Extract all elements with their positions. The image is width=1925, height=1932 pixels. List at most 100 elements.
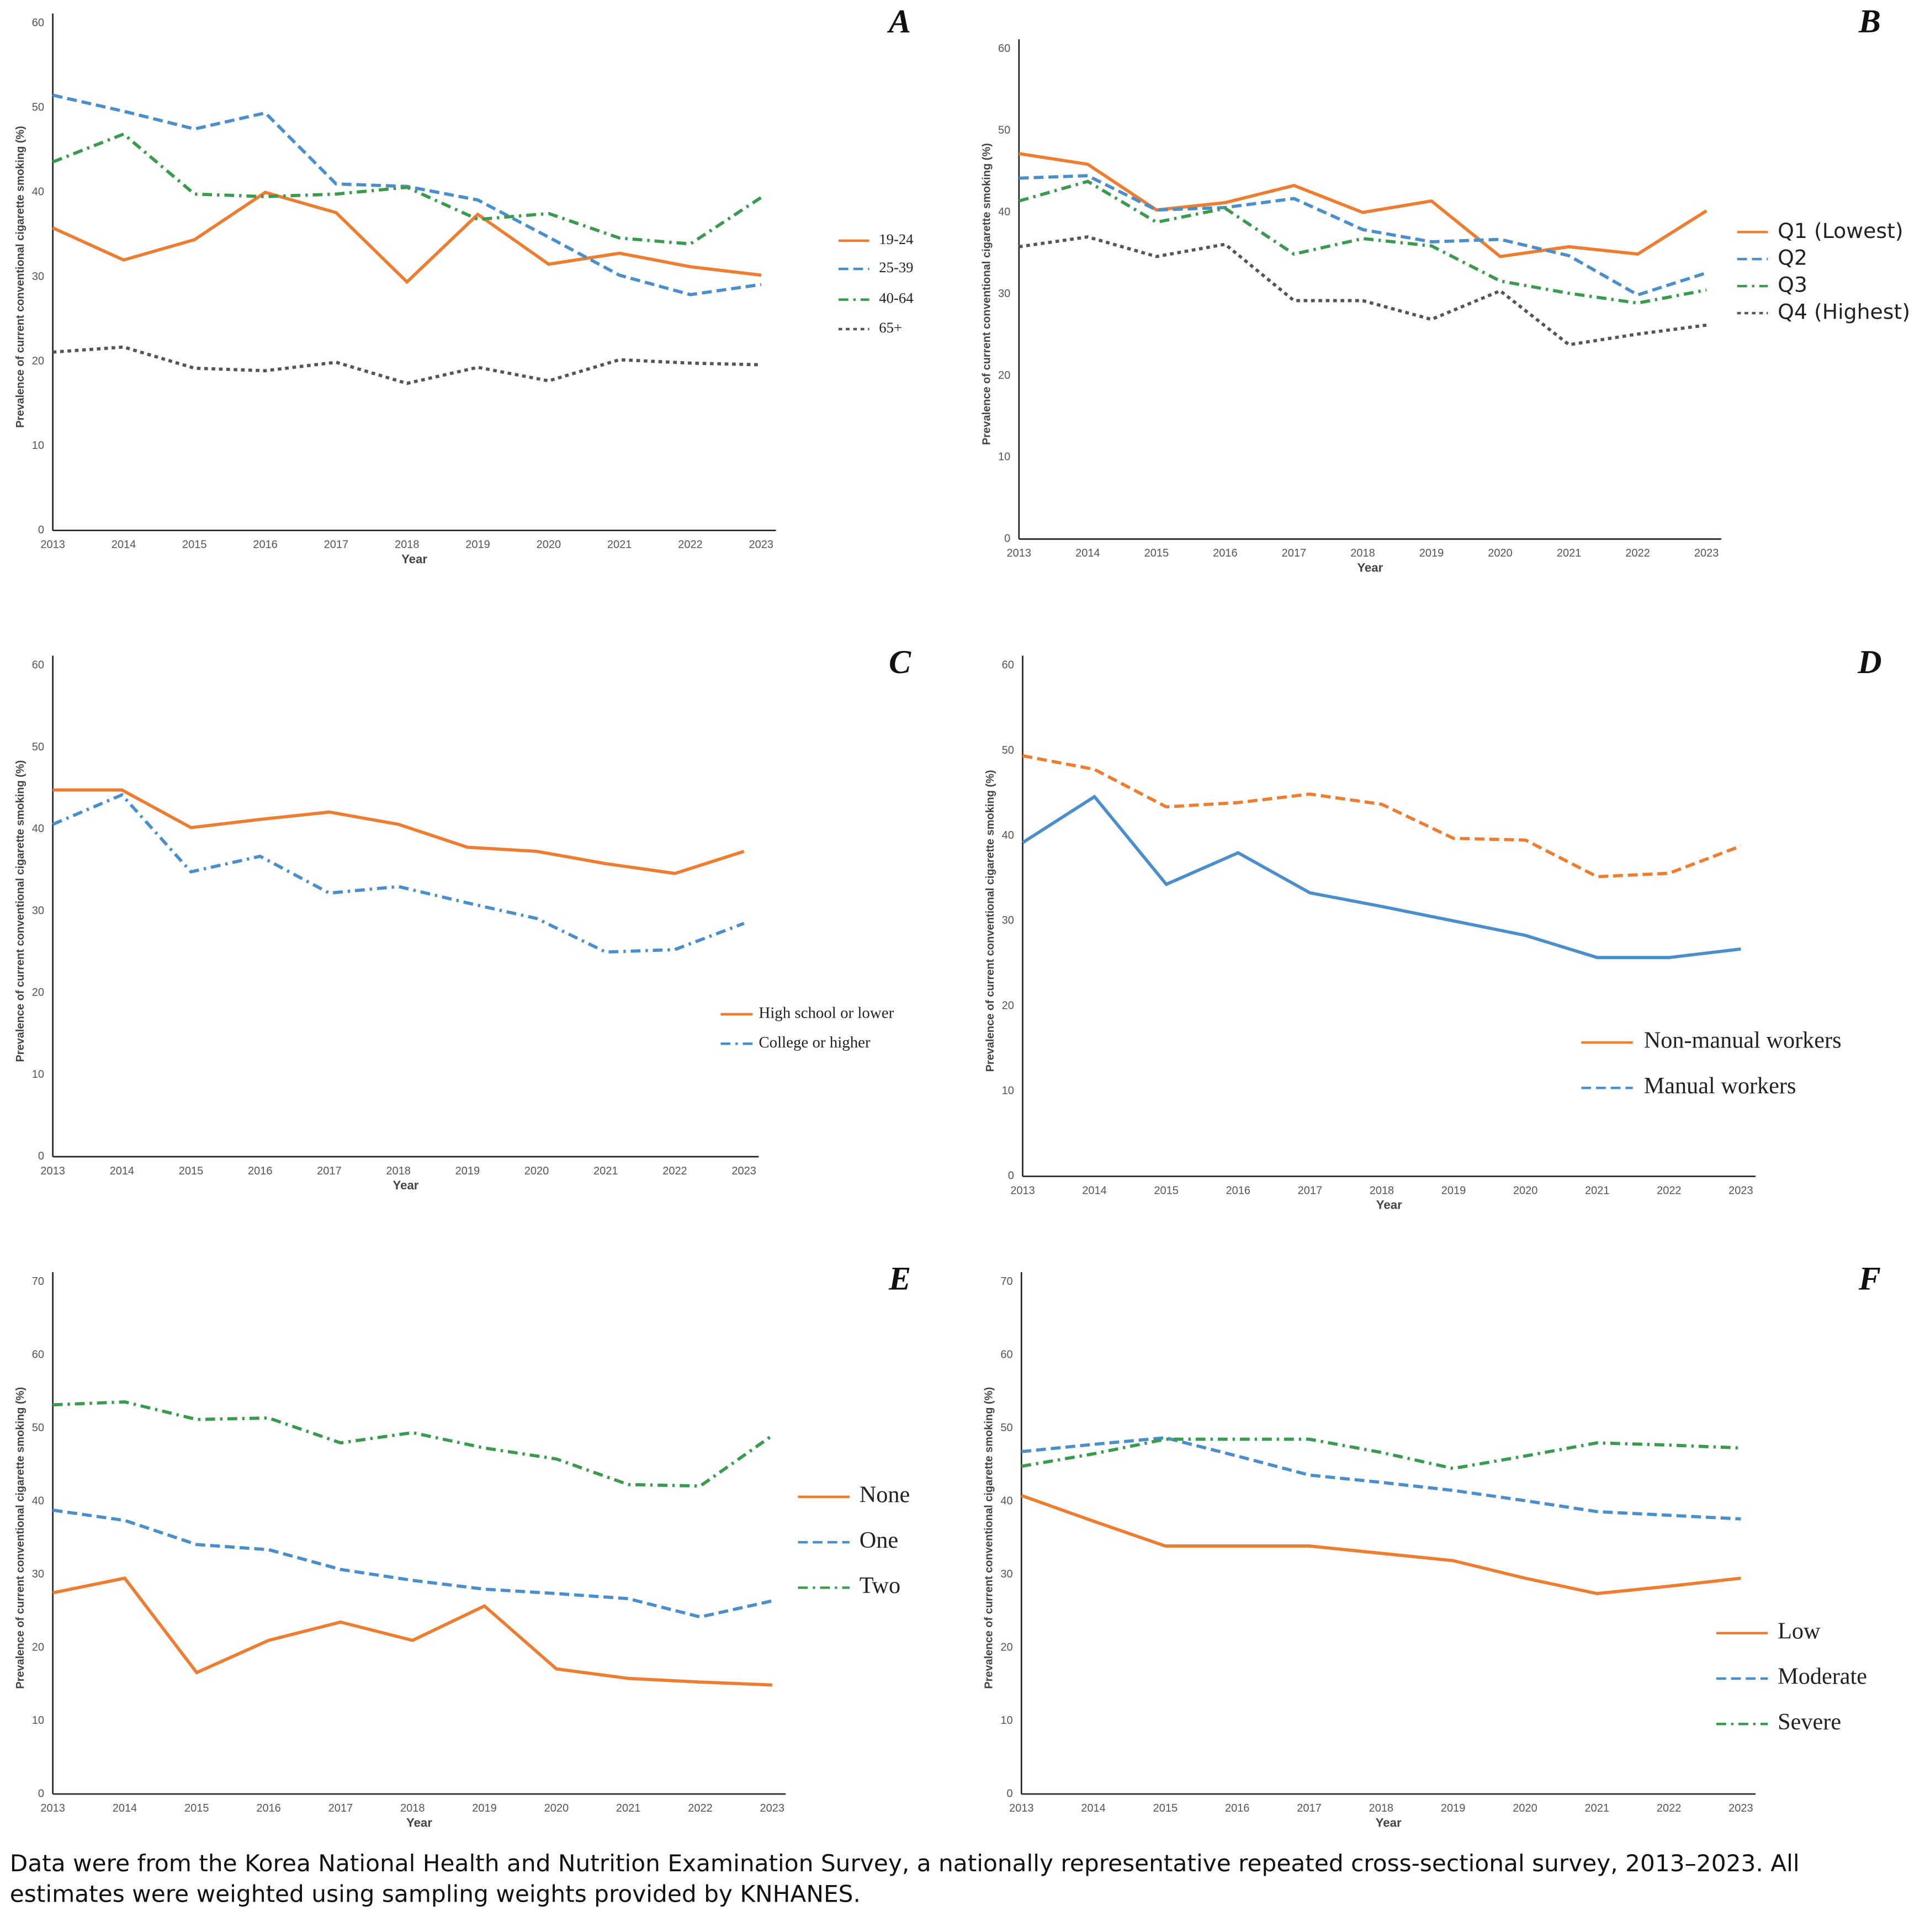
x-tick-label: 2022: [662, 1165, 687, 1177]
y-tick-label: 60: [1002, 659, 1014, 671]
series-line: [1021, 794, 1741, 960]
x-tick-label: 2015: [1153, 1802, 1178, 1814]
series-line: [52, 1400, 773, 1488]
panel-label: B: [1858, 2, 1881, 39]
x-tick-label: 2019: [1441, 1184, 1466, 1197]
y-tick-label: 40: [998, 206, 1010, 218]
x-tick-label: 2016: [1226, 1184, 1251, 1197]
x-tick-label: 2020: [524, 1165, 549, 1177]
y-tick-label: 40: [32, 1495, 44, 1507]
y-tick-label: 50: [1000, 1422, 1012, 1434]
x-tick-label: 2016: [256, 1802, 281, 1814]
x-tick-label: 2020: [1488, 547, 1513, 559]
y-tick-label: 20: [32, 987, 44, 999]
x-tick-label: 2013: [1007, 547, 1032, 559]
y-tick-label: 40: [32, 186, 44, 198]
y-axis-title: Prevalence of current conventional cigar…: [984, 770, 996, 1072]
legend-label: Manual workers: [1644, 1073, 1796, 1099]
x-tick-label: 2023: [1694, 547, 1719, 559]
x-tick-label: 2022: [688, 1802, 713, 1814]
x-tick-label: 2015: [179, 1165, 204, 1177]
x-tick-label: 2017: [1282, 547, 1307, 559]
x-tick-label: 2017: [317, 1165, 342, 1177]
y-tick-label: 0: [38, 524, 44, 536]
series-line: [1019, 152, 1707, 258]
legend-label: Q3: [1778, 273, 1807, 297]
x-tick-label: 2021: [1557, 547, 1582, 559]
y-axis-title: Prevalence of current conventional cigar…: [14, 1387, 26, 1689]
x-tick-label: 2021: [1585, 1184, 1610, 1197]
x-tick-label: 2014: [112, 539, 136, 551]
series-line: [52, 1576, 772, 1687]
x-tick-label: 2019: [1419, 547, 1444, 559]
x-tick-label: 2017: [1298, 1184, 1323, 1197]
x-tick-label: 2016: [1225, 1802, 1250, 1814]
y-axis-title: Prevalence of current conventional cigar…: [14, 760, 26, 1062]
x-tick-label: 2019: [455, 1165, 480, 1177]
y-tick-label: 20: [1002, 999, 1014, 1012]
series-line: [52, 345, 761, 385]
legend-label: 25-39: [879, 259, 913, 276]
x-tick-label: 2023: [731, 1165, 756, 1177]
x-tick-label: 2016: [248, 1165, 273, 1177]
y-tick-label: 20: [1000, 1641, 1012, 1653]
legend-label: Non-manual workers: [1644, 1028, 1842, 1054]
x-axis-title: Year: [1376, 1198, 1402, 1212]
y-tick-label: 50: [32, 102, 44, 114]
legend-label: One: [860, 1527, 898, 1553]
x-tick-label: 2021: [616, 1802, 640, 1814]
x-tick-label: 2014: [113, 1802, 137, 1814]
x-axis-title: Year: [401, 552, 427, 566]
y-axis-title: Prevalence of current conventional cigar…: [14, 126, 26, 428]
x-tick-label: 2023: [760, 1802, 785, 1814]
y-tick-label: 70: [1000, 1275, 1012, 1288]
x-tick-label: 2017: [328, 1802, 353, 1814]
x-tick-label: 2016: [1213, 547, 1238, 559]
x-tick-label: 2021: [1585, 1802, 1610, 1814]
series-line: [1022, 754, 1742, 878]
x-tick-label: 2023: [749, 539, 774, 551]
y-tick-label: 30: [1002, 914, 1014, 927]
x-axis-title: Year: [406, 1815, 432, 1829]
x-tick-label: 2023: [1728, 1802, 1753, 1814]
y-tick-label: 10: [32, 1714, 44, 1727]
legend-label: 65+: [879, 319, 902, 336]
legend-label: Q2: [1778, 246, 1807, 270]
y-tick-label: 10: [32, 440, 44, 452]
x-tick-label: 2018: [1369, 1802, 1394, 1814]
x-tick-label: 2013: [40, 539, 65, 551]
panel-label: F: [1858, 1259, 1881, 1296]
y-tick-label: 50: [1002, 744, 1014, 756]
panel-label: C: [889, 643, 911, 680]
x-tick-label: 2015: [1144, 547, 1169, 559]
x-tick-label: 2022: [1657, 1802, 1682, 1814]
x-tick-label: 2020: [1513, 1184, 1538, 1197]
x-tick-label: 2018: [395, 539, 420, 551]
x-tick-label: 2014: [1082, 1184, 1107, 1197]
x-tick-label: 2013: [40, 1165, 65, 1177]
x-tick-label: 2013: [1009, 1802, 1034, 1814]
legend-label: Moderate: [1778, 1664, 1867, 1690]
y-tick-label: 40: [1000, 1495, 1012, 1507]
y-tick-label: 0: [1008, 1170, 1014, 1182]
x-tick-label: 2021: [593, 1165, 618, 1177]
series-line: [1019, 174, 1707, 297]
series-line: [52, 132, 762, 246]
x-tick-label: 2018: [1370, 1184, 1394, 1197]
x-tick-label: 2015: [182, 539, 207, 551]
panel-label: D: [1857, 643, 1881, 680]
y-tick-label: 60: [1000, 1348, 1012, 1361]
legend-label: 40-64: [879, 290, 913, 306]
series-line: [1019, 235, 1707, 347]
y-tick-label: 0: [38, 1150, 44, 1162]
y-tick-label: 10: [1000, 1714, 1012, 1727]
x-tick-label: 2019: [1441, 1802, 1466, 1814]
legend-label: High school or lower: [759, 1004, 894, 1022]
x-tick-label: 2021: [607, 539, 632, 551]
y-tick-label: 20: [32, 355, 44, 367]
x-tick-label: 2017: [1297, 1802, 1322, 1814]
y-tick-label: 30: [1000, 1568, 1012, 1580]
y-tick-label: 10: [998, 451, 1010, 463]
